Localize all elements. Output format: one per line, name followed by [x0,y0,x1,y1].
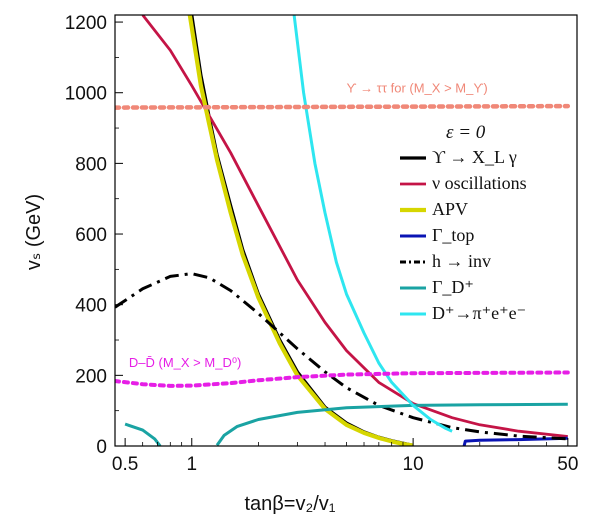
legend-label: D⁺→π⁺e⁺e⁻ [432,303,526,323]
y-tick-label: 0 [96,437,107,458]
plot-frame [114,14,578,447]
y-tick-label: 1000 [65,84,107,105]
annotation-layer: ϒ → ττ for (M_X > M_ϒ) D–D̄ (M_X > M_D⁰) [129,81,488,370]
ticks-layer: 0 200 400 600 800 1000 1200 0.5 1 10 50 [65,13,579,475]
x-axis-label: tanβ=v₂/v₁ [244,493,335,515]
y-tick-label: 600 [75,225,107,246]
annotation-1: D–D̄ (M_X > M_D⁰) [129,355,241,370]
x-tick-label: 0.5 [112,454,138,475]
y-tick-label: 1200 [65,13,107,34]
legend-label: Γ_D⁺ [432,277,474,297]
y-tick-label: 800 [75,154,107,175]
series-line-5-1 [215,402,568,446]
series-line-8-0 [115,370,570,388]
x-tick-label: 50 [557,454,578,475]
legend-label: h → inv [432,251,491,271]
legend-label: ϒ → X_L γ [432,147,517,167]
legend-label: ν oscillations [432,173,527,193]
x-tick-label: 1 [186,454,197,475]
y-tick-label: 200 [75,366,107,387]
y-axis-label: vₛ (GeV) [23,194,45,270]
series-line-3-0 [462,436,568,446]
series-line-2-0 [187,15,414,446]
x-tick-label: 10 [403,454,424,475]
series-line-7-0 [115,103,571,110]
series-layer [115,15,571,446]
series-line-4-0 [115,272,568,441]
series-line-1-0 [141,15,568,438]
legend-label: APV [432,199,468,219]
y-tick-label: 400 [75,296,107,317]
annotation-0: ϒ → ττ for (M_X > M_ϒ) [346,81,487,96]
series-line-6-0 [292,15,453,433]
legend-label: Γ_top [432,225,474,245]
legend-title: ε = 0 [446,122,486,143]
